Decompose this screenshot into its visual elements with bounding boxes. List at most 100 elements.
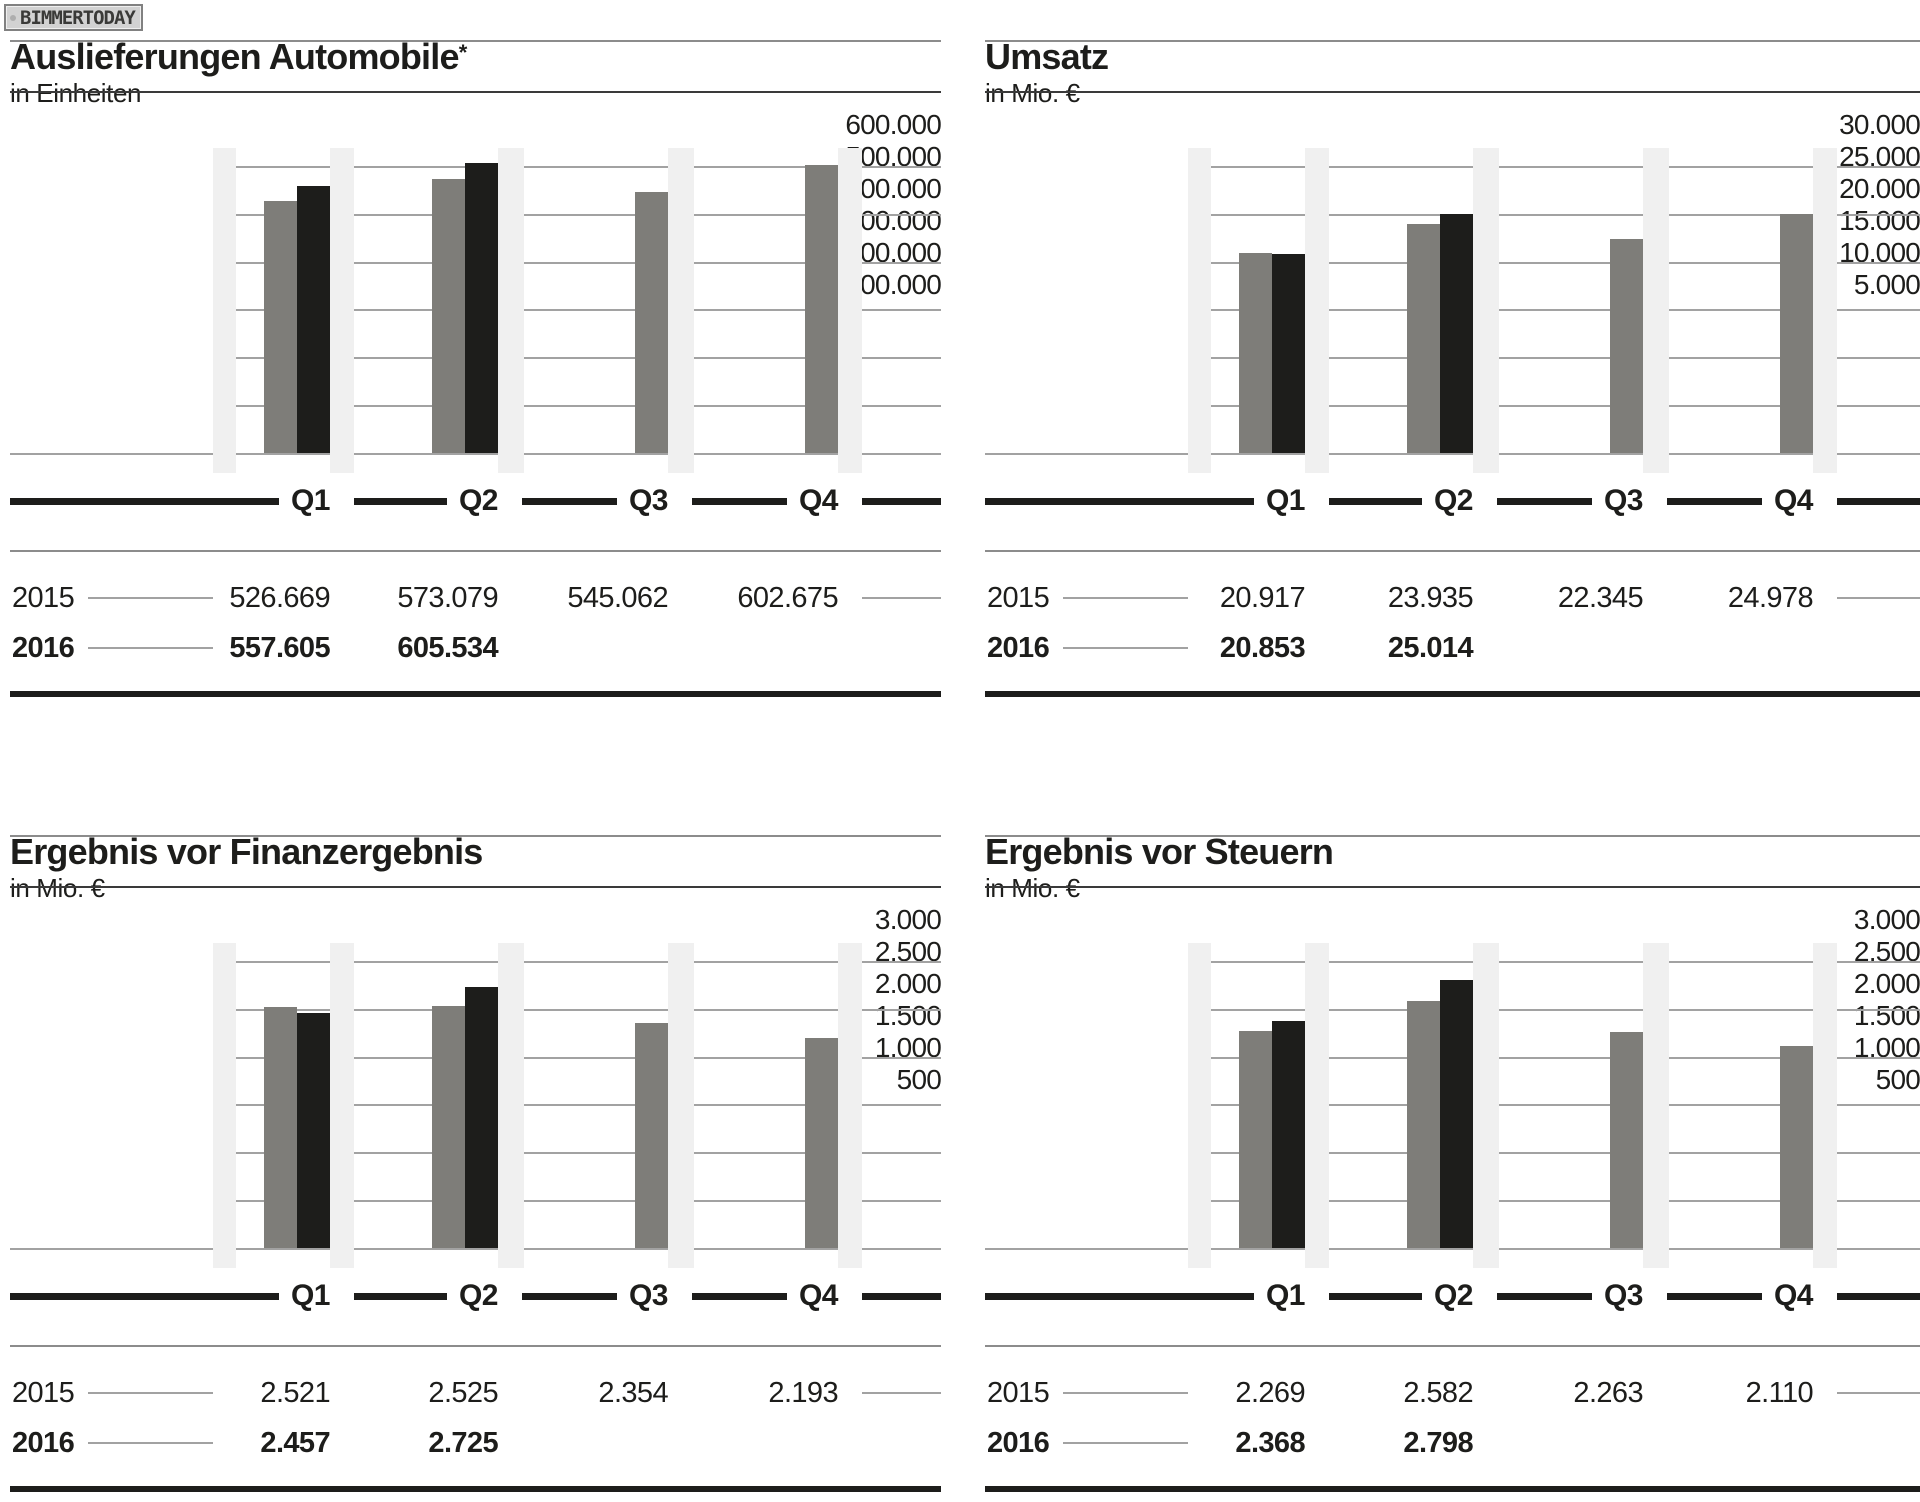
gridline-panel (354, 1009, 498, 1011)
quarter-label-q2: Q2 (1422, 1280, 1497, 1312)
gridline-panel (694, 961, 838, 963)
table-year-connector (1063, 597, 1188, 599)
table-year-connector (88, 1442, 213, 1444)
table-year-connector (1063, 647, 1188, 649)
gridline-panel (524, 453, 668, 455)
y-tick-label: 30.000 (1839, 109, 1920, 140)
gridline-panel (1211, 1009, 1305, 1011)
y-tick-label: 20.000 (1839, 173, 1920, 204)
table-value-2016-q2: 605.534 (397, 632, 498, 664)
quarter-label-q2: Q2 (447, 485, 522, 517)
table-value-2016-q1: 20.853 (1219, 632, 1306, 664)
gridline-panel (1669, 309, 1813, 311)
chart-bottom-rule (10, 691, 941, 697)
grid-gap-band (213, 943, 236, 1268)
gridline-panel (524, 309, 668, 311)
gridline-panel (354, 166, 498, 168)
gridline-panel (1669, 1104, 1813, 1106)
gridline-panel (694, 214, 838, 216)
gridline-panel (354, 1104, 498, 1106)
gridline-panel (524, 405, 668, 407)
quarter-label-q4: Q4 (787, 1280, 862, 1312)
table-year-connector (1063, 1442, 1188, 1444)
quarter-label-q2: Q2 (1422, 485, 1497, 517)
grid-gap-band (1473, 148, 1499, 473)
table-value-2015-q3: 2.263 (1573, 1377, 1643, 1409)
gridline-panel (1329, 1057, 1473, 1059)
gridline-trailing (1837, 1152, 1920, 1154)
chart-title-text: Ergebnis vor Finanzergebnis (10, 831, 483, 872)
gridline-panel (354, 453, 498, 455)
table-year-connector (88, 597, 213, 599)
table-year-connector (88, 647, 213, 649)
gridline-panel (524, 1009, 668, 1011)
title-underline (10, 886, 941, 888)
gridline-panel (1329, 166, 1473, 168)
quarter-label-q3: Q3 (617, 485, 692, 517)
gridline-trailing (862, 1248, 941, 1250)
table-top-rule (10, 550, 941, 552)
grid-gap-band (1813, 148, 1837, 473)
bar-2015-q3 (635, 1022, 668, 1248)
gridline-panel (1329, 453, 1473, 455)
gridline-panel (524, 214, 668, 216)
gridline-panel (1329, 1152, 1473, 1154)
gridline-trailing (862, 166, 941, 168)
chart-bottom-rule (10, 1486, 941, 1492)
gridline-panel (1669, 166, 1813, 168)
gridline-trailing (862, 309, 941, 311)
quarter-label-q3: Q3 (1592, 1280, 1667, 1312)
gridline-panel (694, 357, 838, 359)
chart-auslieferungen-automobile: Auslieferungen Automobile* in Einheiten 60… (10, 37, 942, 699)
gridline-panel (1669, 453, 1813, 455)
quarter-label-q1: Q1 (279, 1280, 354, 1312)
gridline-panel (1499, 357, 1643, 359)
gridline-trailing (1837, 1104, 1920, 1106)
gridline-panel (1211, 453, 1305, 455)
table-value-2015-q2: 2.582 (1403, 1377, 1473, 1409)
gridline-trailing (1837, 1248, 1920, 1250)
gridline-panel (694, 1104, 838, 1106)
bar-2016-q1 (1272, 253, 1305, 453)
bar-2016-q1 (1272, 1021, 1305, 1248)
gridline-panel (354, 1200, 498, 1202)
gridline-panel (354, 1248, 498, 1250)
table-value-2016-q2: 2.725 (428, 1427, 498, 1459)
grid-gap-band (330, 943, 354, 1268)
gridline-panel (1329, 214, 1473, 216)
chart-title-text: Umsatz (985, 36, 1109, 77)
gridline-panel (1329, 357, 1473, 359)
gridline-trailing (1837, 214, 1920, 216)
table-trailing-rule (1837, 1392, 1920, 1394)
gridline-trailing (862, 1009, 941, 1011)
gridline-trailing (1837, 1009, 1920, 1011)
y-tick-label: 3.000 (874, 904, 942, 935)
bar-2015-q1 (264, 201, 297, 453)
gridline-panel (236, 961, 330, 963)
gridline-panel (236, 453, 330, 455)
y-tick-label: 25.000 (1839, 141, 1920, 172)
table-year-connector (1063, 1392, 1188, 1394)
table-value-2015-q1: 20.917 (1219, 582, 1306, 614)
bar-2015-q2 (1407, 224, 1440, 453)
y-tick-label: 1.500 (874, 1000, 942, 1031)
table-value-2015-q1: 2.269 (1235, 1377, 1305, 1409)
gridline-panel (1669, 357, 1813, 359)
bar-2015-q3 (1610, 1031, 1643, 1248)
y-tick-label: 2.000 (874, 968, 942, 999)
bar-2015-q1 (1239, 1030, 1272, 1248)
grid-gap-band (1643, 943, 1669, 1268)
unit-label: in Mio. € (985, 873, 1080, 903)
gridline-panel (1499, 405, 1643, 407)
gridline-trailing (862, 1152, 941, 1154)
bar-2015-q2 (432, 178, 465, 453)
gridline-panel (524, 262, 668, 264)
chart-title-text: Ergebnis vor Steuern (985, 831, 1334, 872)
bar-2015-q4 (805, 164, 838, 453)
gridline-trailing (1837, 166, 1920, 168)
y-tick-label: 2.500 (874, 936, 942, 967)
gridline-panel (694, 453, 838, 455)
gridline-panel (236, 166, 330, 168)
grid-gap-band (1305, 943, 1329, 1268)
table-year-connector (88, 1392, 213, 1394)
